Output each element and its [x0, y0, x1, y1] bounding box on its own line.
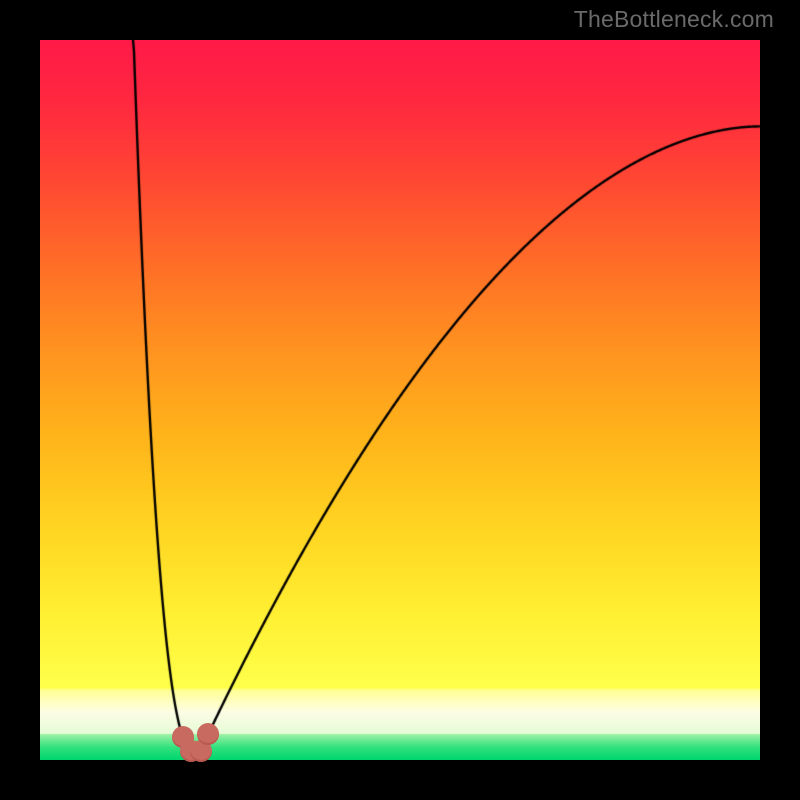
min-marker	[197, 723, 219, 745]
markers-layer	[40, 40, 760, 760]
watermark-text: TheBottleneck.com	[574, 6, 774, 33]
plot-area	[40, 40, 760, 760]
figure-root: TheBottleneck.com	[0, 0, 800, 800]
